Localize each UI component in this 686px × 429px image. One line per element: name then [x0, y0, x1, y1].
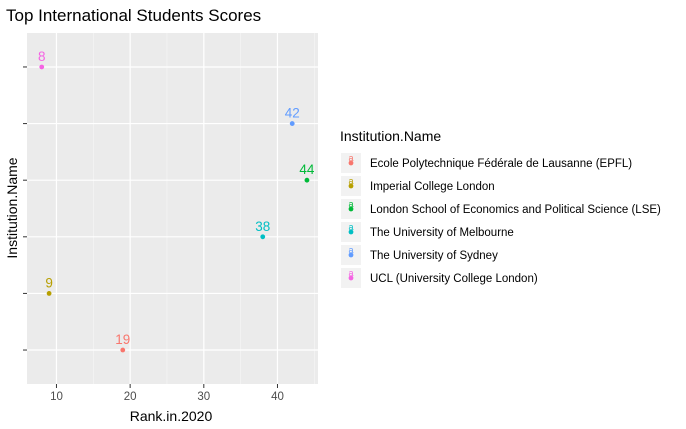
x-tick-label: 10 — [50, 391, 63, 403]
legend-key-point — [348, 183, 354, 189]
data-point — [289, 121, 295, 126]
major-gridlines — [27, 33, 318, 384]
data-point — [304, 177, 310, 183]
y-axis-title: Institution.Name — [4, 157, 20, 258]
legend-label: UCL (University College London) — [370, 273, 538, 285]
data-point — [46, 291, 52, 296]
data-label: 42 — [285, 106, 300, 121]
x-tick-label: 30 — [197, 391, 210, 403]
legend: Institution.Name a Ecole Polytechnique Fé… — [340, 128, 661, 288]
x-tick-label: 40 — [271, 391, 284, 403]
x-axis: 10 20 30 40 — [50, 384, 284, 403]
minor-gridlines — [93, 33, 315, 384]
data-label: 9 — [45, 275, 53, 290]
legend-label: London School of Economics and Political… — [370, 204, 661, 216]
data-point — [39, 64, 45, 70]
data-point — [120, 347, 126, 353]
legend-label: Imperial College London — [370, 181, 495, 193]
data-point — [260, 234, 266, 240]
legend-key-point — [348, 275, 354, 281]
legend-label: The University of Sydney — [370, 250, 498, 262]
x-tick-label: 20 — [124, 391, 137, 403]
legend-key-letter: a — [348, 245, 353, 255]
legend-title: Institution.Name — [340, 128, 441, 144]
legend-key-point — [348, 229, 354, 235]
data-label: 44 — [299, 162, 315, 177]
data-label: 19 — [115, 332, 130, 347]
legend-label: Ecole Polytechnique Fédérale de Lausanne… — [370, 158, 632, 170]
data-label: 38 — [255, 219, 270, 234]
data-points: 19 9 44 38 42 8 — [38, 49, 315, 353]
legend-key-point — [348, 252, 354, 258]
data-label: 8 — [38, 49, 46, 64]
legend-key-letter: a — [348, 153, 353, 163]
legend-key-point — [348, 206, 354, 212]
legend-key-letter: a — [348, 176, 353, 186]
legend-key-letter: a — [348, 268, 353, 278]
y-axis — [23, 66, 27, 351]
plot-panel — [27, 33, 318, 384]
chart-title: Top International Students Scores — [6, 6, 261, 25]
legend-key-point — [348, 160, 354, 166]
legend-key-letter: a — [348, 199, 353, 209]
legend-key-letter: a — [348, 222, 353, 232]
x-axis-title: Rank.in.2020 — [130, 408, 213, 424]
legend-label: The University of Melbourne — [370, 227, 514, 239]
